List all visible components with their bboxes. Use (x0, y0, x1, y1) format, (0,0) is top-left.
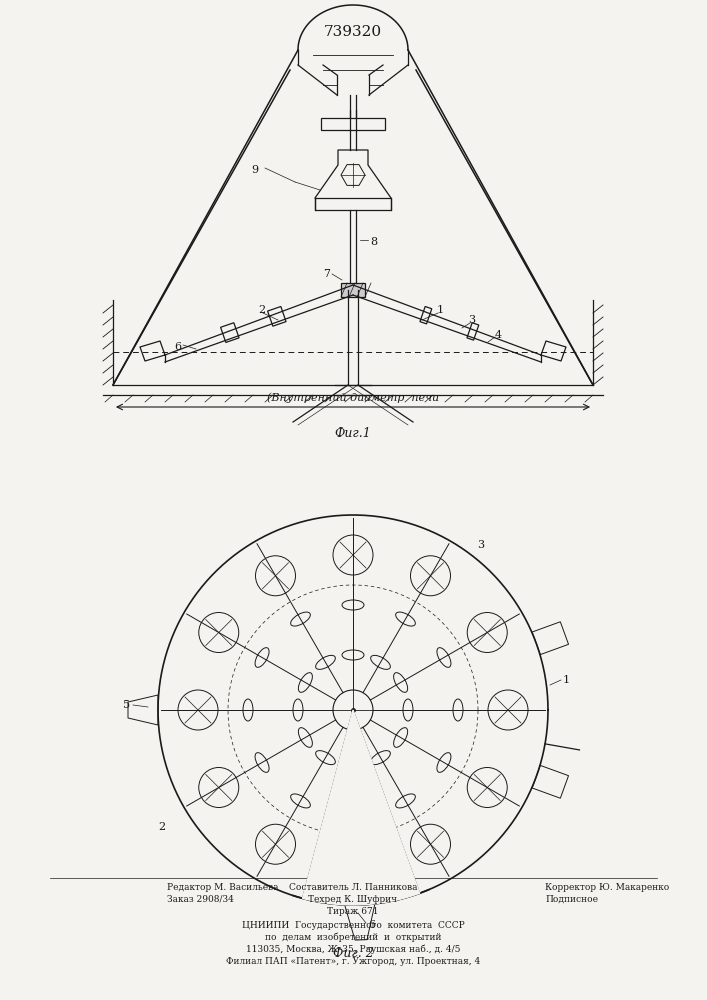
Text: Подписное: Подписное (545, 895, 598, 904)
Text: 2: 2 (158, 822, 165, 832)
Polygon shape (321, 118, 385, 130)
Text: Фиг. 2: Фиг. 2 (332, 947, 373, 960)
Text: Филиал ПАП «Патент», г. Ужгород, ул. Проектная, 4: Филиал ПАП «Патент», г. Ужгород, ул. Про… (226, 957, 480, 966)
Polygon shape (315, 198, 391, 210)
Polygon shape (128, 695, 158, 725)
Text: 6: 6 (175, 342, 182, 352)
Text: 113035, Москва, Ж–35, Раушская наб., д. 4/5: 113035, Москва, Ж–35, Раушская наб., д. … (246, 945, 460, 954)
Text: Корректор Ю. Макаренко: Корректор Ю. Макаренко (545, 883, 670, 892)
Text: Редактор М. Васильева: Редактор М. Васильева (167, 883, 279, 892)
Text: Заказ 2908/34: Заказ 2908/34 (167, 895, 234, 904)
Text: 7: 7 (323, 269, 330, 279)
Polygon shape (532, 765, 568, 798)
Polygon shape (532, 622, 568, 655)
Polygon shape (467, 323, 479, 340)
Polygon shape (303, 710, 420, 905)
Text: 3: 3 (469, 315, 476, 325)
Text: ЦНИИПИ  Государственного  комитета  СССР: ЦНИИПИ Государственного комитета СССР (242, 921, 464, 930)
Text: 1: 1 (436, 305, 443, 315)
Text: 6: 6 (368, 920, 375, 930)
Text: 9: 9 (252, 165, 259, 175)
Text: Фиг.1: Фиг.1 (334, 427, 371, 440)
Text: 3: 3 (477, 540, 484, 550)
Text: 4: 4 (494, 330, 501, 340)
Text: 2: 2 (259, 305, 266, 315)
Text: 5: 5 (123, 700, 130, 710)
Text: по  делам  изобретений  и  открытий: по делам изобретений и открытий (264, 933, 441, 942)
Polygon shape (420, 306, 432, 324)
Text: 739320: 739320 (324, 25, 382, 39)
Text: Тираж 671: Тираж 671 (327, 907, 379, 916)
Text: Составитель Л. Панникова: Составитель Л. Панникова (288, 883, 417, 892)
Text: 1: 1 (563, 675, 570, 685)
Polygon shape (341, 165, 365, 185)
Text: 8: 8 (370, 237, 377, 247)
Text: Техред К. Шуфрич: Техред К. Шуфрич (308, 895, 397, 904)
Polygon shape (341, 283, 365, 297)
Polygon shape (267, 306, 286, 326)
Polygon shape (221, 323, 239, 342)
Text: (Внутренний диаметр  печи: (Внутренний диаметр печи (267, 392, 439, 403)
Polygon shape (345, 904, 375, 940)
